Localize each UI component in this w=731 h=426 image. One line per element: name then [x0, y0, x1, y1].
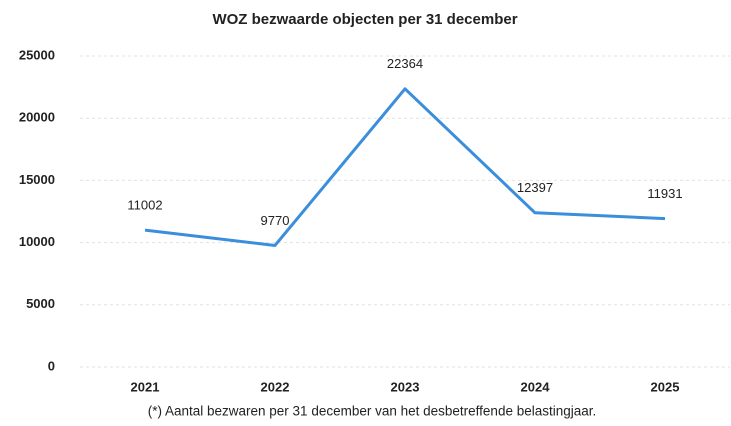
y-tick-label: 10000 [19, 234, 55, 249]
line [144, 87, 666, 247]
y-tick-label: 15000 [19, 172, 55, 187]
y-tick-label: 5000 [26, 296, 55, 311]
x-tick-label: 2025 [651, 379, 680, 394]
data-label: 11931 [647, 186, 682, 201]
x-tick-label: 2021 [131, 379, 160, 394]
data-label: 22364 [387, 56, 423, 71]
y-tick-label: 0 [48, 358, 55, 373]
data-label: 9770 [261, 213, 290, 228]
x-tick-label: 2024 [521, 379, 551, 394]
x-tick-label: 2023 [391, 379, 420, 394]
chart-title: WOZ bezwaarde objecten per 31 december [212, 11, 517, 28]
data-label: 11002 [127, 198, 162, 213]
x-tick-label: 2022 [261, 379, 290, 394]
y-tick-label: 20000 [19, 110, 55, 125]
y-tick-label: 25000 [19, 47, 55, 62]
data-label: 12397 [517, 180, 553, 195]
footnote: (*) Aantal bezwaren per 31 december van … [148, 404, 597, 419]
